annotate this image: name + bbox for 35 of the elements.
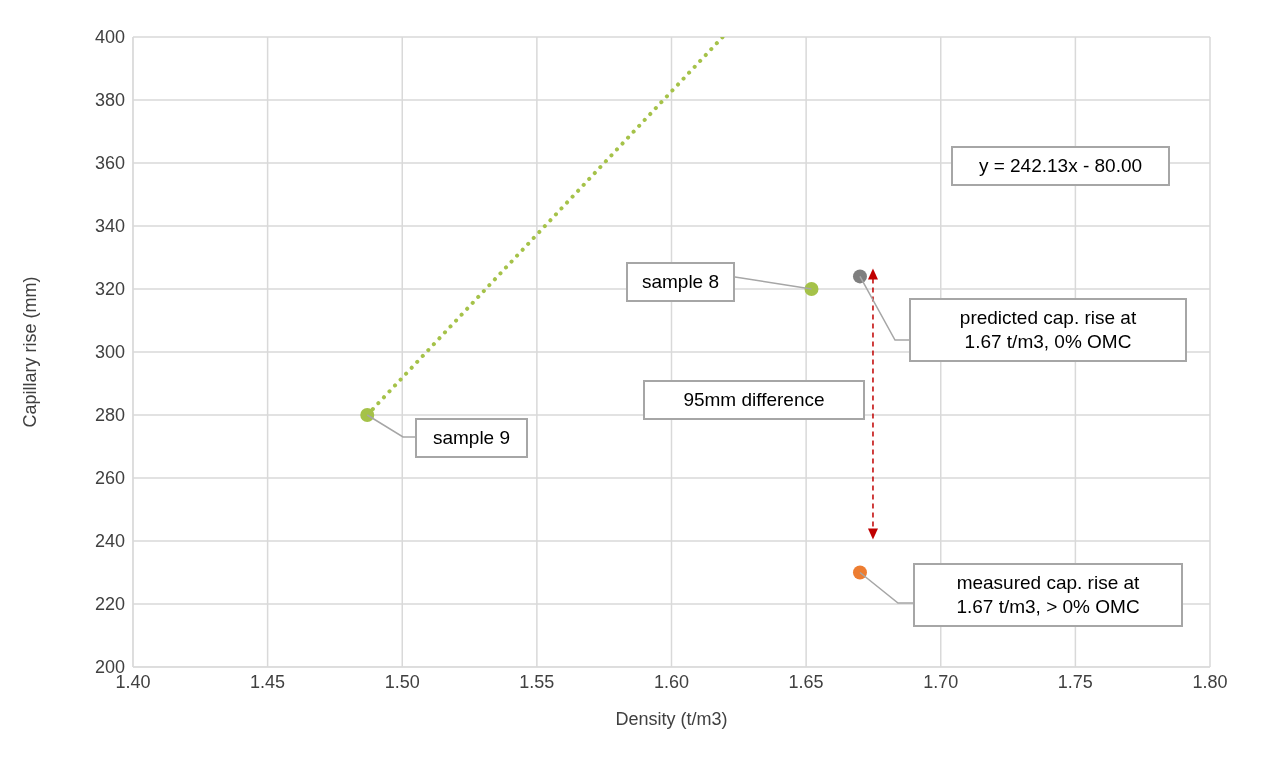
callout-frame: sample 9 — [415, 418, 528, 458]
y-tick-label: 300 — [94, 342, 125, 363]
x-tick-label: 1.80 — [1192, 671, 1228, 692]
annotation: sample 8 — [640, 270, 721, 294]
x-tick-label: 1.50 — [384, 671, 420, 692]
y-tick-label: 280 — [94, 405, 125, 426]
x-tick-label: 1.75 — [1057, 671, 1093, 692]
x-tick-label: 1.65 — [788, 671, 824, 692]
x-tick-label: 1.60 — [653, 671, 690, 692]
point — [804, 282, 819, 296]
annotation: sample 9 — [431, 426, 512, 450]
x-axis-title: Density (t/m3) — [615, 708, 728, 729]
callout-frame: sample 8 — [626, 262, 735, 302]
y-tick-label: 380 — [94, 90, 125, 111]
annotation: predicted cap. rise at 1.67 t/m3, 0% OMC — [958, 306, 1138, 354]
y-tick-label: 320 — [94, 279, 125, 300]
x-tick-label: 1.70 — [923, 671, 959, 692]
annotation: measured cap. rise at 1.67 t/m3, > 0% OMC — [955, 571, 1141, 619]
point — [852, 565, 867, 580]
callout-frame: 95mm difference — [643, 380, 865, 420]
y-tick-label: 360 — [94, 153, 125, 174]
x-tick-label: 1.55 — [519, 671, 555, 692]
y-tick-label: 240 — [94, 531, 125, 552]
annotation: y = 242.13x - 80.00 — [977, 154, 1144, 178]
y-tick-label: 400 — [94, 27, 125, 48]
y-tick-label: 260 — [94, 468, 125, 489]
point — [852, 269, 867, 284]
y-axis-title: Capillary rise (mm) — [20, 276, 41, 428]
y-tick-label: 220 — [94, 594, 125, 615]
annotation: 95mm difference — [682, 388, 826, 412]
callout-frame: y = 242.13x - 80.00 — [951, 146, 1170, 186]
x-tick-label: 1.45 — [250, 671, 286, 692]
callout-frame: measured cap. rise at 1.67 t/m3, > 0% OMC — [913, 563, 1183, 627]
callout-frame: predicted cap. rise at 1.67 t/m3, 0% OMC — [909, 298, 1187, 362]
y-tick-label: 340 — [94, 216, 125, 237]
